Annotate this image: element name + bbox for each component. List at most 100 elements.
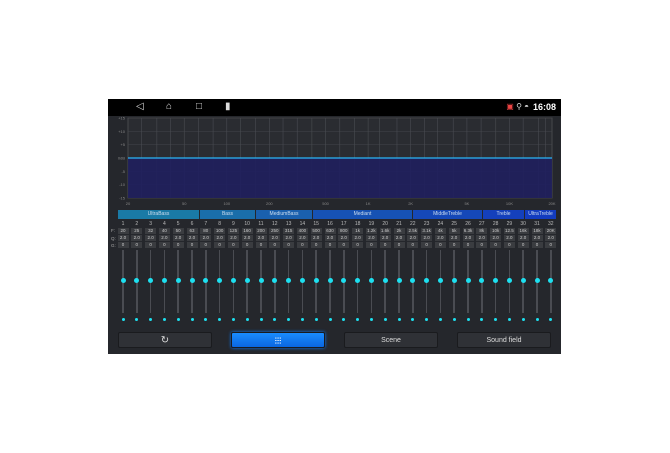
slider-knob[interactable] [548,278,554,283]
q-field[interactable]: 2.0 [462,235,474,241]
q-field[interactable]: 2.0 [255,235,267,241]
q-field[interactable]: 2.0 [338,235,350,241]
freq-field[interactable]: 630 [324,228,336,234]
gain-field[interactable]: 0 [255,242,267,248]
slider-knob[interactable] [506,278,512,283]
freq-field[interactable]: 10k [490,228,502,234]
gain-field[interactable]: 0 [283,242,295,248]
gain-field[interactable]: 0 [145,242,157,248]
gain-field[interactable]: 0 [517,242,529,248]
equalizer-button[interactable]: ⫶⫶⫶ [231,332,325,348]
gain-field[interactable]: 0 [338,242,350,248]
slider-knob[interactable] [437,278,443,283]
q-field[interactable]: 2.0 [310,235,322,241]
freq-field[interactable]: 16k [517,228,529,234]
slider-knob[interactable] [341,278,347,283]
freq-field[interactable]: 500 [310,228,322,234]
gain-field[interactable]: 0 [352,242,364,248]
gain-field[interactable]: 0 [407,242,419,248]
gain-field[interactable]: 0 [200,242,212,248]
q-field[interactable]: 2.0 [448,235,460,241]
slider-knob[interactable] [217,278,223,283]
slider-knob[interactable] [258,278,264,283]
slider-knob[interactable] [299,278,305,283]
slider-knob[interactable] [534,278,540,283]
freq-field[interactable]: 400 [296,228,308,234]
freq-field[interactable]: 5k [448,228,460,234]
q-field[interactable]: 2.0 [503,235,515,241]
slider-knob[interactable] [286,278,292,283]
q-field[interactable]: 2.0 [531,235,543,241]
slider-knob[interactable] [410,278,416,283]
q-field[interactable]: 2.0 [379,235,391,241]
gain-field[interactable]: 0 [434,242,446,248]
q-field[interactable]: 2.0 [172,235,184,241]
slider-knob[interactable] [244,278,250,283]
gain-field[interactable]: 0 [227,242,239,248]
gain-field[interactable]: 0 [296,242,308,248]
slider-knob[interactable] [313,278,319,283]
slider-knob[interactable] [175,278,181,283]
q-field[interactable]: 2.0 [393,235,405,241]
slider-knob[interactable] [189,278,195,283]
gain-field[interactable]: 0 [503,242,515,248]
freq-field[interactable]: 32 [145,228,157,234]
slider-knob[interactable] [493,278,499,283]
gain-field[interactable]: 0 [324,242,336,248]
gain-field[interactable]: 0 [545,242,557,248]
freq-field[interactable]: 20 [117,228,129,234]
q-field[interactable]: 2.0 [214,235,226,241]
q-field[interactable]: 2.0 [365,235,377,241]
q-field[interactable]: 2.0 [186,235,198,241]
freq-field[interactable]: 80 [200,228,212,234]
freq-field[interactable]: 2.5k [407,228,419,234]
slider-knob[interactable] [396,278,402,283]
q-field[interactable]: 2.0 [324,235,336,241]
gain-field[interactable]: 0 [131,242,143,248]
reset-button[interactable]: ↻ [118,332,212,348]
gain-field[interactable]: 0 [365,242,377,248]
gain-field[interactable]: 0 [158,242,170,248]
freq-field[interactable]: 20K [545,228,557,234]
gain-field[interactable]: 0 [462,242,474,248]
gain-field[interactable]: 0 [241,242,253,248]
gain-field[interactable]: 0 [393,242,405,248]
freq-field[interactable]: 3.1k [421,228,433,234]
slider-knob[interactable] [465,278,471,283]
slider-knob[interactable] [327,278,333,283]
slider-knob[interactable] [424,278,430,283]
q-field[interactable]: 2.0 [283,235,295,241]
slider-knob[interactable] [520,278,526,283]
slider-knob[interactable] [272,278,278,283]
freq-field[interactable]: 1.2k [365,228,377,234]
gain-field[interactable]: 0 [531,242,543,248]
freq-field[interactable]: 18k [531,228,543,234]
q-field[interactable]: 2.0 [434,235,446,241]
q-field[interactable]: 2.0 [227,235,239,241]
freq-field[interactable]: 125 [227,228,239,234]
slider-knob[interactable] [230,278,236,283]
gain-field[interactable]: 0 [476,242,488,248]
q-field[interactable]: 2.0 [158,235,170,241]
q-field[interactable]: 2.0 [296,235,308,241]
slider-knob[interactable] [120,278,126,283]
slider-knob[interactable] [203,278,209,283]
slider-knob[interactable] [161,278,167,283]
gain-field[interactable]: 0 [448,242,460,248]
freq-field[interactable]: 12.5 [503,228,515,234]
q-field[interactable]: 2.0 [517,235,529,241]
freq-field[interactable]: 63 [186,228,198,234]
q-field[interactable]: 2.0 [131,235,143,241]
q-field[interactable]: 2.0 [490,235,502,241]
gain-field[interactable]: 0 [310,242,322,248]
freq-field[interactable]: 250 [269,228,281,234]
q-field[interactable]: 2.0 [241,235,253,241]
freq-field[interactable]: 8k [476,228,488,234]
scene-button[interactable]: Scene [344,332,438,348]
q-field[interactable]: 2.0 [269,235,281,241]
home-icon[interactable]: ⌂ [166,101,173,112]
gain-field[interactable]: 0 [379,242,391,248]
freq-field[interactable]: 1.6k [379,228,391,234]
freq-field[interactable]: 100 [214,228,226,234]
gain-field[interactable]: 0 [421,242,433,248]
